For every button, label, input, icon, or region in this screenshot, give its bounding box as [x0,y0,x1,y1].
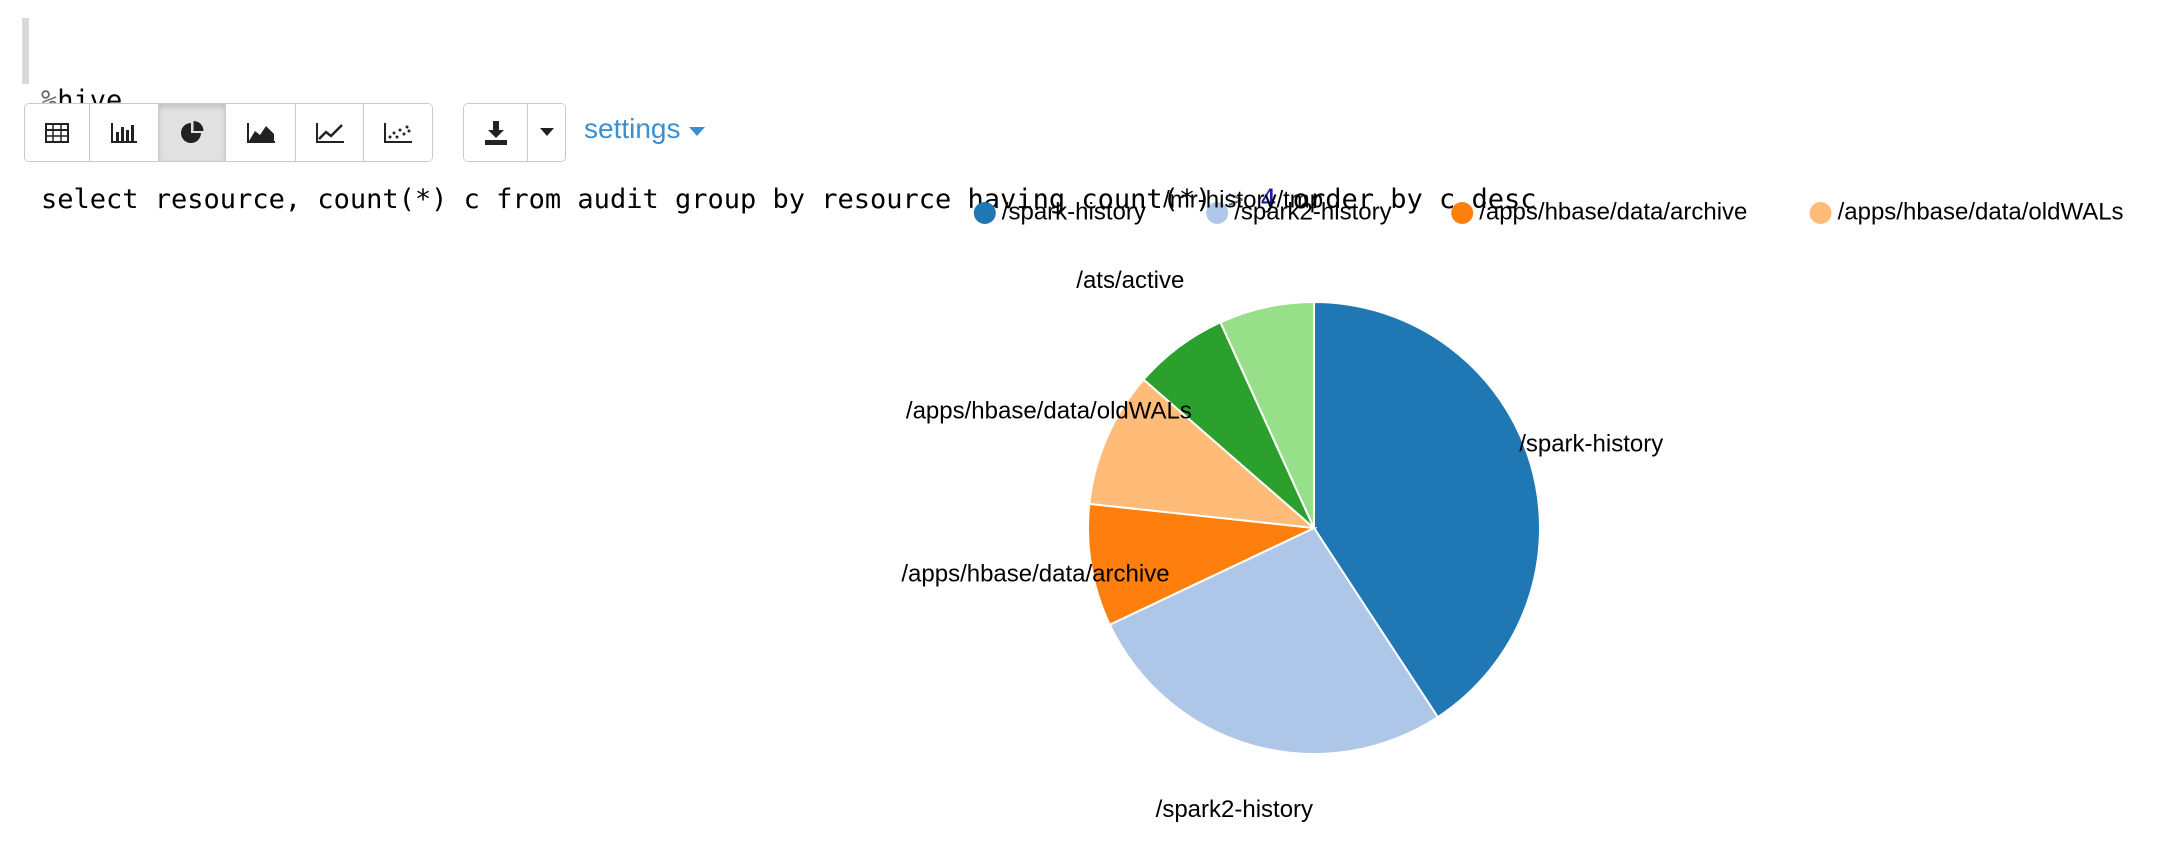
bar-chart-icon [111,122,137,143]
pie-chart-icon [181,120,204,143]
query-operator: > [1227,184,1244,215]
settings-dropdown[interactable]: settings [584,113,705,145]
settings-label: settings [584,113,681,144]
download-dropdown-button[interactable] [528,104,565,161]
caret-down-icon [539,128,554,136]
legend-item-spark-history[interactable]: /spark-history [973,198,1146,225]
pie-label-mr-history-tmp: /mr-history/tmp [1163,186,1323,213]
download-icon [484,120,507,145]
legend-item-apps-hbase-data-archive[interactable]: /apps/hbase/data/archive [1451,198,1747,225]
download-button-group [463,103,566,162]
scatter-chart-button[interactable] [364,104,432,161]
area-chart-button[interactable] [226,104,296,161]
pie-label-spark2-history: /spark2-history [1156,796,1313,823]
line-chart-icon [315,122,344,143]
pie-slices [1087,300,1541,755]
legend-label: /spark2-history [1234,198,1391,225]
pie-label-apps-hbase-data-oldwals: /apps/hbase/data/oldWALs [906,398,1192,425]
legend-swatch [1809,202,1832,224]
legend-label: /spark-history [1002,198,1146,225]
pie-label-spark-history: /spark-history [1519,431,1663,458]
query-tail: order by c desc [1276,184,1537,215]
pie-slice-spark2-history[interactable] [1108,526,1440,755]
pie-labels: /spark-history/spark2-history/apps/hbase… [901,186,1663,823]
legend-item-apps-hbase-data-oldwals[interactable]: /apps/hbase/data/oldWALs [1809,198,2124,225]
legend-swatch [1451,202,1474,224]
query-line: select resource, count(*) c from audit g… [29,183,2129,216]
legend-label: /apps/hbase/data/oldWALs [1838,198,2124,225]
legend-swatch [1206,202,1229,224]
scatter-chart-icon [384,122,412,143]
legend-item-spark2-history[interactable]: /spark2-history [1206,198,1392,225]
legend-label: /apps/hbase/data/archive [1479,198,1747,225]
table-view-button[interactable] [25,104,90,161]
pie-chart-button[interactable] [159,104,226,161]
pie-label-ats-active: /ats/active [1076,267,1184,294]
pie-slice-apps-hbase-data-archive[interactable] [1087,502,1318,627]
query-text: select resource, count(*) c from audit g… [41,184,1228,215]
caret-down-icon [688,126,705,136]
pie-label-apps-hbase-data-archive: /apps/hbase/data/archive [901,561,1169,588]
legend-swatch [973,202,996,224]
chart-legend: /spark-history/spark2-history/apps/hbase… [973,198,2124,225]
area-chart-icon [246,122,275,143]
bar-chart-button[interactable] [90,104,159,161]
line-chart-button[interactable] [296,104,364,161]
download-button[interactable] [464,104,528,161]
code-editor[interactable]: %hive select resource, count(*) c from a… [22,18,2129,215]
visualization-button-group [24,103,433,162]
pie-slice-mr-history-tmp[interactable] [1219,300,1315,529]
query-number: 4 [1260,184,1277,215]
pie-slice-apps-hbase-data-oldwals[interactable] [1088,378,1318,530]
table-icon [45,122,69,143]
